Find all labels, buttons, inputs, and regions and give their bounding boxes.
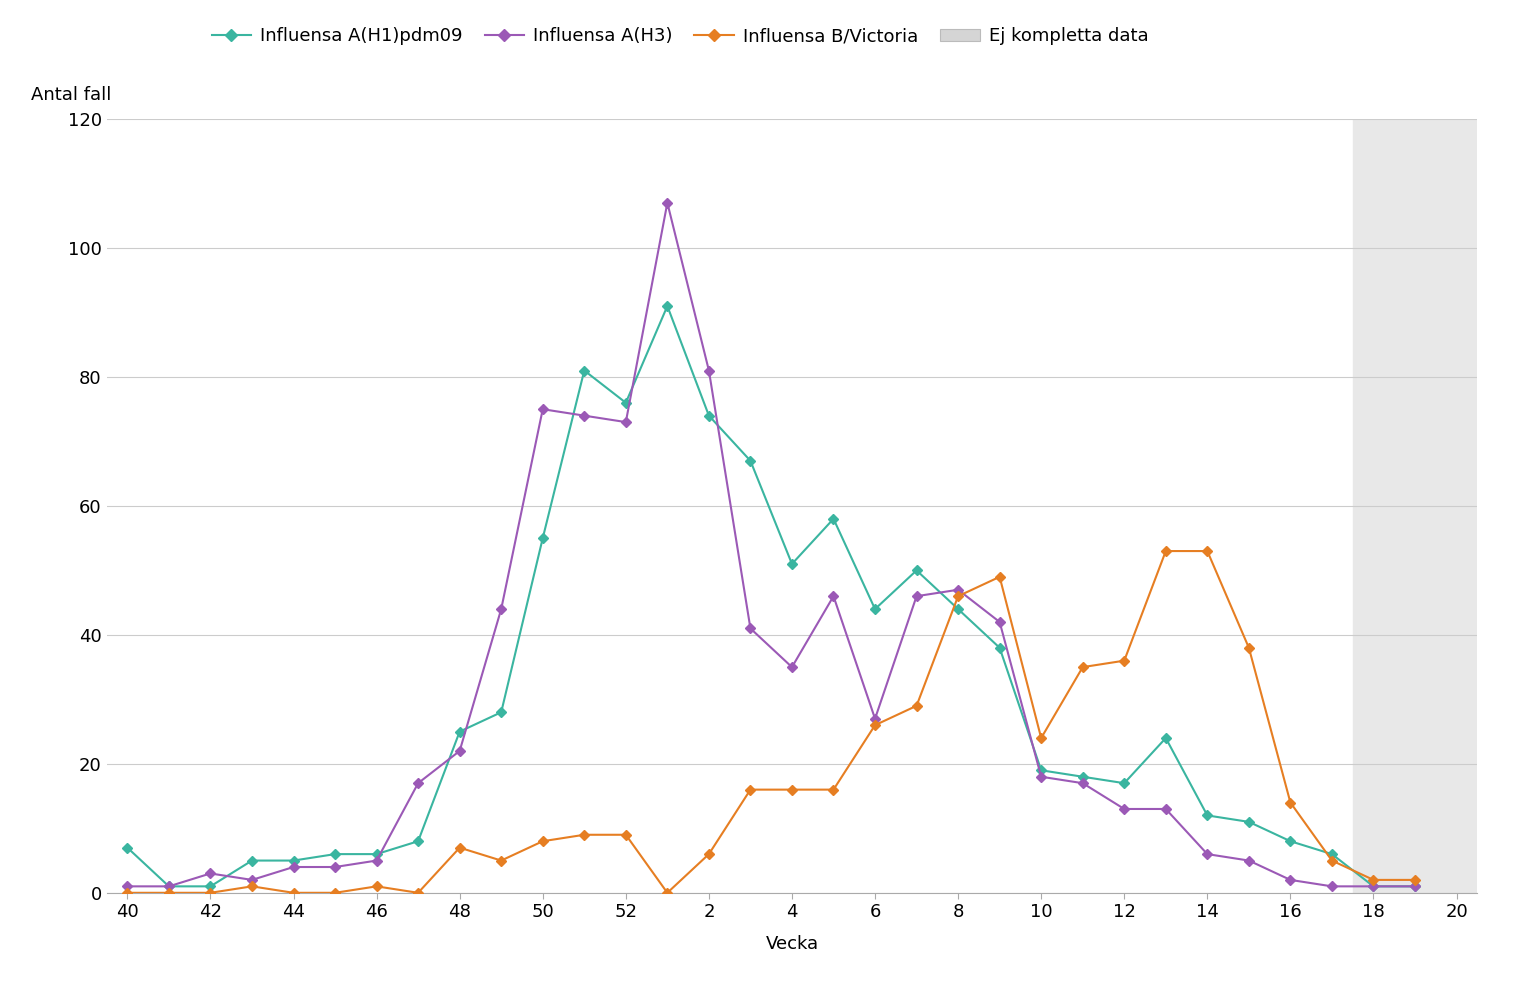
Legend: Influensa A(H1)pdm09, Influensa A(H3), Influensa B/Victoria, Ej kompletta data: Influensa A(H1)pdm09, Influensa A(H3), I…: [212, 28, 1148, 46]
Text: Antal fall: Antal fall: [32, 85, 111, 103]
X-axis label: Vecka: Vecka: [766, 935, 818, 953]
Bar: [1352, 119, 1477, 893]
